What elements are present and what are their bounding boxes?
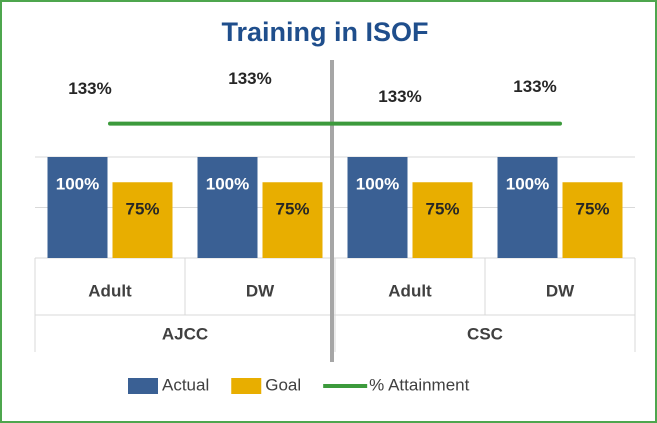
bar	[112, 182, 173, 258]
group-label: AJCC	[162, 324, 208, 343]
data-label: 100%	[56, 174, 99, 193]
data-label: 75%	[575, 200, 609, 219]
data-label: 100%	[506, 174, 549, 193]
bar	[497, 157, 558, 258]
legend-swatch	[128, 378, 158, 394]
legend-label: Actual	[162, 375, 209, 394]
bar	[47, 157, 108, 258]
data-label: 133%	[68, 79, 111, 98]
data-label: 133%	[378, 87, 421, 106]
data-label: 133%	[228, 69, 271, 88]
data-label: 75%	[275, 200, 309, 219]
legend-label: % Attainment	[369, 375, 469, 394]
bar	[347, 157, 408, 258]
data-label: 100%	[206, 174, 249, 193]
x-tick-label: DW	[246, 281, 275, 300]
data-label: 100%	[356, 174, 399, 193]
data-label: 133%	[513, 77, 556, 96]
legend-label: Goal	[265, 375, 301, 394]
data-label: 75%	[125, 200, 159, 219]
chart-title: Training in ISOF	[221, 17, 428, 47]
bar	[262, 182, 323, 258]
bar	[562, 182, 623, 258]
data-label: 75%	[425, 200, 459, 219]
bar	[412, 182, 473, 258]
x-tick-label: DW	[546, 281, 575, 300]
x-tick-label: Adult	[388, 281, 432, 300]
bar	[197, 157, 258, 258]
x-tick-label: Adult	[88, 281, 132, 300]
legend-swatch	[231, 378, 262, 394]
group-label: CSC	[467, 324, 503, 343]
